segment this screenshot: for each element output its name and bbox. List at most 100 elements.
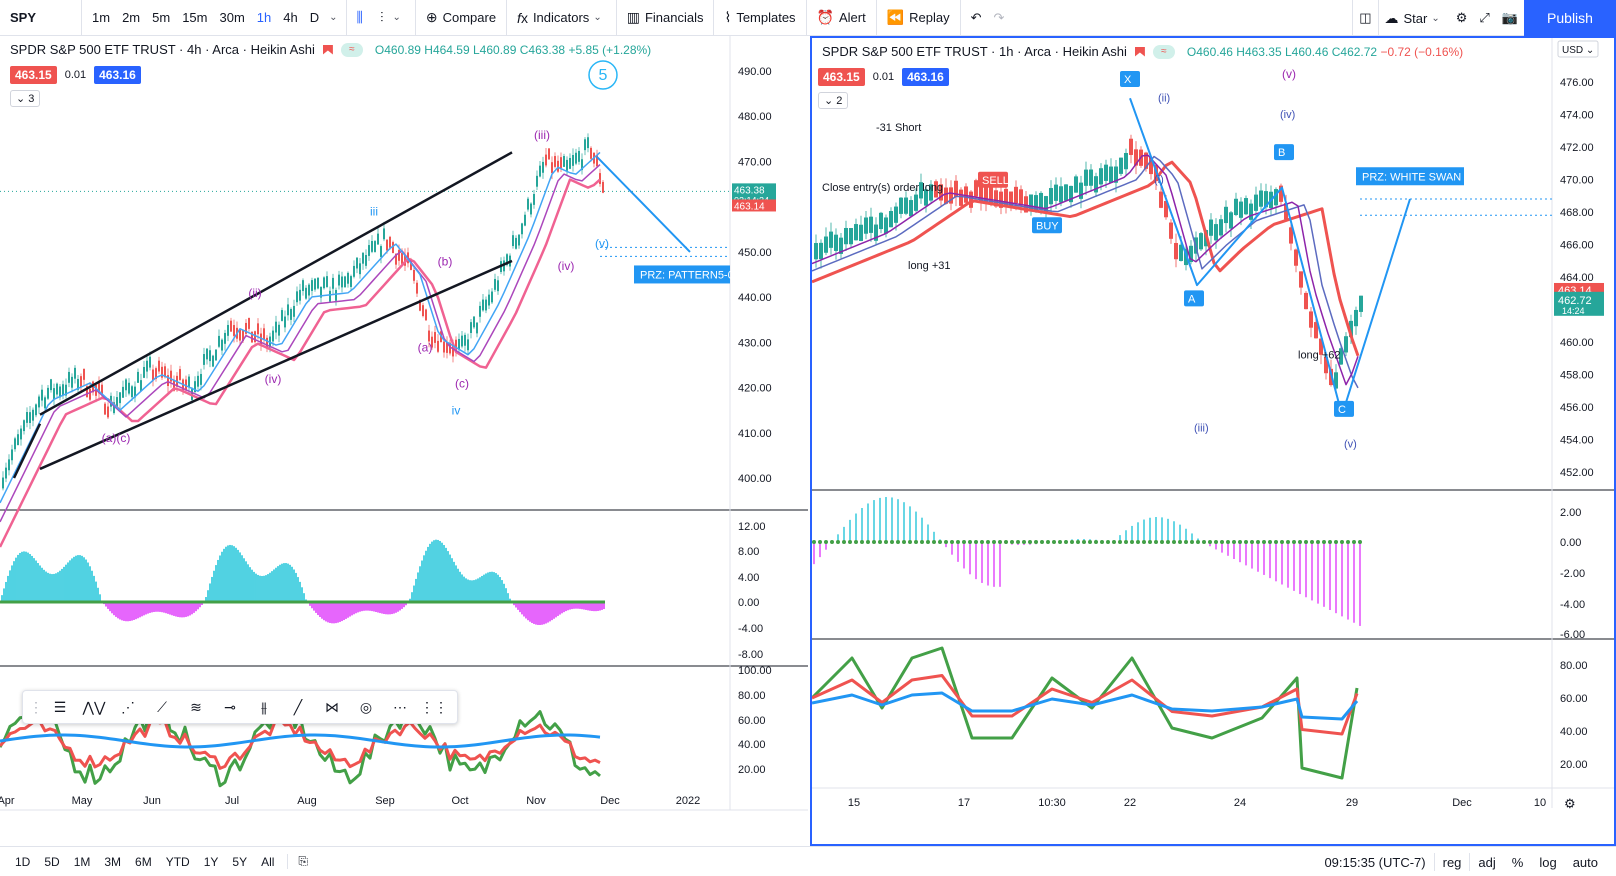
interval-30m[interactable]: 30m [219,10,245,25]
chart-style-button[interactable]: ⫶ ⌄ [374,4,411,32]
candle-body [449,342,451,354]
annotation-label: long +62 [1298,349,1341,361]
indicators-button[interactable]: fx Indicators ⌄ [511,4,612,32]
osc-zero-dot [1148,540,1152,544]
left-buy-price[interactable]: 463.16 [94,66,141,84]
osc-zero-dot [1274,540,1278,544]
alert-button[interactable]: ⏰ Alert [811,4,872,32]
xabcd-pattern-icon[interactable]: ⋈ [325,698,339,715]
candle-body [167,375,169,386]
visibility-icon[interactable]: ≈ [1152,44,1175,59]
candle-body [954,180,958,197]
log-toggle[interactable]: log [1539,854,1557,870]
right-buy-price[interactable]: 463.16 [902,68,949,86]
redo-button[interactable]: ↷ [988,4,1011,32]
adjust-toggle[interactable]: adj [1478,854,1496,870]
candle-body [134,386,136,398]
interval-1m[interactable]: 1m [92,10,111,25]
auto-toggle[interactable]: auto [1572,854,1598,870]
circle-tool-icon[interactable]: ◎ [359,698,373,715]
path-icon[interactable]: ⟋ [157,698,167,715]
left-chart-pane[interactable]: 490.00480.00470.00460.00450.00440.00430.… [0,36,808,846]
candle-body [548,148,550,160]
range-5y[interactable]: 5Y [232,854,248,869]
drag-handle-icon[interactable]: ⋮ [29,698,43,715]
publish-button[interactable]: Publish [1524,0,1616,36]
abcd-pattern-icon[interactable]: ⋀⋁ [82,698,106,715]
compare-button[interactable]: ⊕ Compare [420,4,502,32]
candle-body [909,200,913,217]
bar-style-button[interactable]: ⫼ [351,4,374,32]
fullscreen-button[interactable]: ⤢ [1473,4,1495,32]
chevron-down-icon[interactable]: ⌄ [329,12,338,23]
range-1m[interactable]: 1M [73,854,91,869]
right-chart-pane[interactable]: USD ⌄ 476.00 474.00 472.00 470.00 468.00 466.0… [810,36,1616,846]
horizontal-lines-icon[interactable]: ☰ [53,698,67,715]
left-chart-canvas[interactable]: 490.00480.00470.00460.00450.00440.00430.… [0,36,808,846]
range-5d[interactable]: 5D [44,854,60,869]
interval-15m[interactable]: 15m [182,10,208,25]
range-3m[interactable]: 3M [104,854,122,869]
right-sell-price[interactable]: 463.15 [818,68,865,86]
candle-body [1019,189,1023,206]
range-icon[interactable]: ⋮⋮ [420,698,448,715]
date-range-picker[interactable]: ⎘ [287,854,315,869]
candle-body [974,180,978,197]
range-6m[interactable]: 6M [135,854,152,869]
star-button[interactable]: ☁ Star ⌄ [1377,0,1450,36]
marker-label: BUY [1036,220,1059,232]
marker-label: A [1188,293,1196,305]
visibility-icon[interactable]: ≈ [340,42,363,57]
interval-1h[interactable]: 1h [256,10,272,25]
left-sell-price[interactable]: 463.15 [10,66,57,84]
candle-body [864,217,868,234]
right-chart-canvas[interactable]: USD ⌄ 476.00 474.00 472.00 470.00 468.00 466.0… [812,38,1614,844]
replay-button[interactable]: ⏪ Replay [881,4,956,32]
osc-zero-dot [1082,540,1086,544]
time-tick-label: 24 [1234,797,1246,809]
financials-button[interactable]: ▥ Financials [621,4,710,32]
candle-body [1094,176,1098,193]
flag-icon[interactable] [1134,46,1145,57]
candle-body [452,345,454,357]
flag-icon[interactable] [322,44,333,55]
undo-button[interactable]: ↶ [965,4,988,32]
settings-button[interactable]: ⚙ [1450,4,1474,32]
range-1d[interactable]: 1D [15,854,31,869]
session-reg[interactable]: reg [1442,854,1462,870]
price-tick-label: 470.00 [738,156,772,168]
symbol-search[interactable]: SPY [0,0,82,36]
candle-body [914,194,918,211]
measure-icon[interactable]: ⋯ [393,698,407,715]
candle-body [1309,311,1313,328]
range-ytd[interactable]: YTD [165,854,190,869]
clock-time[interactable]: 09:15:35 (UTC-7) [1324,854,1426,870]
candle-body [104,403,106,415]
elliott-wave-icon[interactable]: ⋰ [121,698,135,715]
candle-body [1339,348,1343,365]
fullscreen-icon: ⤢ [1479,10,1490,25]
long-position-icon[interactable]: ⫵ [260,698,268,715]
candle-body [137,371,139,383]
trend-line-icon[interactable]: ╱ [293,698,303,715]
templates-button[interactable]: ⌇ Templates [718,4,801,32]
interval-2m[interactable]: 2m [122,10,141,25]
left-indicators-collapse[interactable]: ⌄ 3 [10,90,41,107]
interval-D[interactable]: D [309,10,320,25]
right-indicators-collapse[interactable]: ⌄ 2 [818,92,849,109]
osc-zero-dot [1010,540,1014,544]
osc-zero-dot [914,540,918,544]
candle-body [68,371,70,383]
fib-icon[interactable]: ≋ [190,698,202,715]
percent-toggle[interactable]: % [1511,854,1524,870]
snapshot-button[interactable]: 📷 [1496,4,1524,32]
range-all[interactable]: All [261,854,275,869]
candle-body [38,396,40,408]
interval-4h[interactable]: 4h [283,10,298,25]
candle-body [533,194,535,205]
candle-body [879,212,883,230]
layout-button[interactable]: ◫ [1352,0,1377,36]
horizontal-ray-icon[interactable]: ⊸ [224,698,236,715]
interval-5m[interactable]: 5m [152,10,171,25]
range-1y[interactable]: 1Y [203,854,219,869]
